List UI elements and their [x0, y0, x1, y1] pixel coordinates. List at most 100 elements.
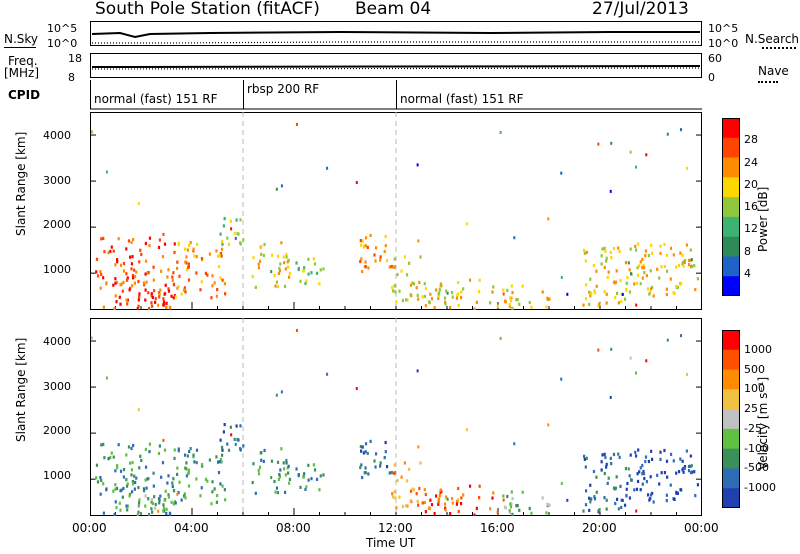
power-echo-cell — [619, 278, 622, 283]
power-echo-cell — [161, 255, 165, 259]
velocity-echo-cell — [675, 490, 678, 494]
velocity-scatter-cell — [137, 408, 140, 412]
velocity-echo-cell — [185, 467, 188, 471]
power-echo-cell — [620, 292, 623, 296]
velocity-scatter-cell — [609, 395, 612, 399]
velocity-echo-cell — [122, 467, 126, 472]
velocity-echo-cell — [492, 491, 495, 495]
power-echo-cell — [642, 263, 645, 268]
x-tick-label: 04:00 — [174, 521, 209, 535]
velocity-echo-cell — [379, 461, 382, 465]
velocity-echo-cell — [217, 470, 221, 475]
velocity-colorbar-tick: 100 — [744, 382, 765, 396]
velocity-echo-cell — [187, 468, 190, 472]
velocity-echo-cell — [138, 498, 141, 502]
power-echo-cell — [603, 265, 606, 270]
velocity-echo-cell — [173, 456, 176, 461]
velocity-echo-cell — [364, 450, 367, 454]
power-echo-cell — [193, 254, 196, 258]
power-echo-cell — [643, 270, 646, 275]
power-echo-cell — [672, 291, 675, 295]
velocity-echo-cell — [195, 477, 198, 481]
power-scatter-cell — [610, 141, 613, 145]
velocity-echo-cell — [151, 510, 154, 514]
power-echo-cell — [220, 254, 223, 258]
velocity-echo-cell — [312, 463, 315, 467]
velocity-echo-cell — [521, 490, 524, 494]
power-echo-cell — [116, 260, 119, 264]
power-colorbar-label: Power [dB] — [756, 186, 770, 252]
velocity-echo-cell — [137, 485, 140, 490]
power-echo-cell — [443, 296, 447, 300]
sky-tick-top: 10^5 — [47, 22, 78, 35]
velocity-echo-cell — [288, 477, 292, 482]
power-colorbar — [722, 118, 740, 296]
power-echo-cell — [676, 285, 680, 289]
velocity-colorbar — [722, 330, 740, 508]
velocity-echo-cell — [235, 424, 238, 428]
velocity-echo-cell — [649, 493, 653, 497]
power-echo-cell — [398, 289, 401, 293]
power-echo-cell — [199, 288, 202, 292]
velocity-echo-cell — [167, 474, 170, 478]
power-echo-cell — [121, 289, 124, 293]
power-echo-cell — [649, 269, 652, 273]
power-echo-cell — [597, 304, 600, 308]
power-echo-cell — [100, 272, 103, 276]
power-echo-cell — [130, 240, 133, 245]
velocity-scatter-cell — [690, 464, 693, 468]
power-echo-cell — [257, 266, 261, 270]
power-panel — [90, 112, 702, 310]
velocity-echo-cell — [359, 465, 362, 470]
velocity-echo-cell — [663, 448, 666, 453]
velocity-scatter-cell — [560, 377, 563, 381]
velocity-echo-cell — [603, 471, 606, 476]
velocity-echo-cell — [589, 483, 592, 487]
velocity-echo-cell — [598, 508, 601, 512]
power-echo-cell — [521, 284, 524, 288]
power-echo-cell — [165, 305, 168, 310]
power-echo-cell — [137, 298, 140, 302]
power-echo-cell — [239, 242, 242, 246]
power-echo-cell — [405, 273, 409, 277]
power-echo-cell — [589, 277, 592, 281]
power-echo-cell — [211, 284, 214, 288]
power-echo-cell — [675, 284, 678, 288]
velocity-echo-cell — [100, 478, 103, 482]
velocity-echo-cell — [612, 486, 616, 490]
velocity-echo-cell — [590, 497, 593, 501]
velocity-echo-cell — [150, 507, 153, 511]
velocity-echo-cell — [405, 479, 409, 483]
power-echo-cell — [409, 283, 413, 287]
power-echo-cell — [158, 292, 161, 296]
power-echo-cell — [629, 247, 632, 251]
power-echo-cell — [665, 292, 668, 297]
power-echo-cell — [644, 253, 647, 258]
velocity-echo-cell — [583, 457, 586, 461]
velocity-echo-cell — [125, 453, 128, 457]
velocity-echo-cell — [304, 487, 307, 492]
velocity-echo-cell — [130, 490, 134, 494]
velocity-echo-cell — [220, 453, 224, 457]
power-echo-cell — [319, 268, 322, 272]
velocity-echo-cell — [364, 471, 367, 475]
power-echo-cell — [210, 296, 213, 300]
velocity-echo-cell — [489, 507, 492, 511]
velocity-scatter-cell — [597, 348, 600, 352]
velocity-echo-cell — [379, 464, 382, 468]
power-echo-cell — [590, 291, 593, 295]
velocity-colorbar-segment — [722, 330, 740, 351]
power-scatter-cell — [597, 142, 600, 146]
p1-ytick-2000: 2000 — [43, 218, 71, 231]
power-echo-cell — [412, 282, 416, 286]
nave-tick-top: 60 — [708, 52, 722, 65]
power-scatter-cell — [90, 130, 93, 134]
power-echo-cell — [133, 281, 136, 285]
power-colorbar-segment — [722, 118, 740, 139]
velocity-echo-cell — [276, 460, 280, 464]
power-echo-cell — [173, 242, 176, 246]
power-echo-cell — [150, 292, 153, 296]
velocity-echo-cell — [677, 469, 681, 474]
velocity-scatter-cell — [680, 334, 683, 338]
power-echo-cell — [233, 231, 236, 236]
